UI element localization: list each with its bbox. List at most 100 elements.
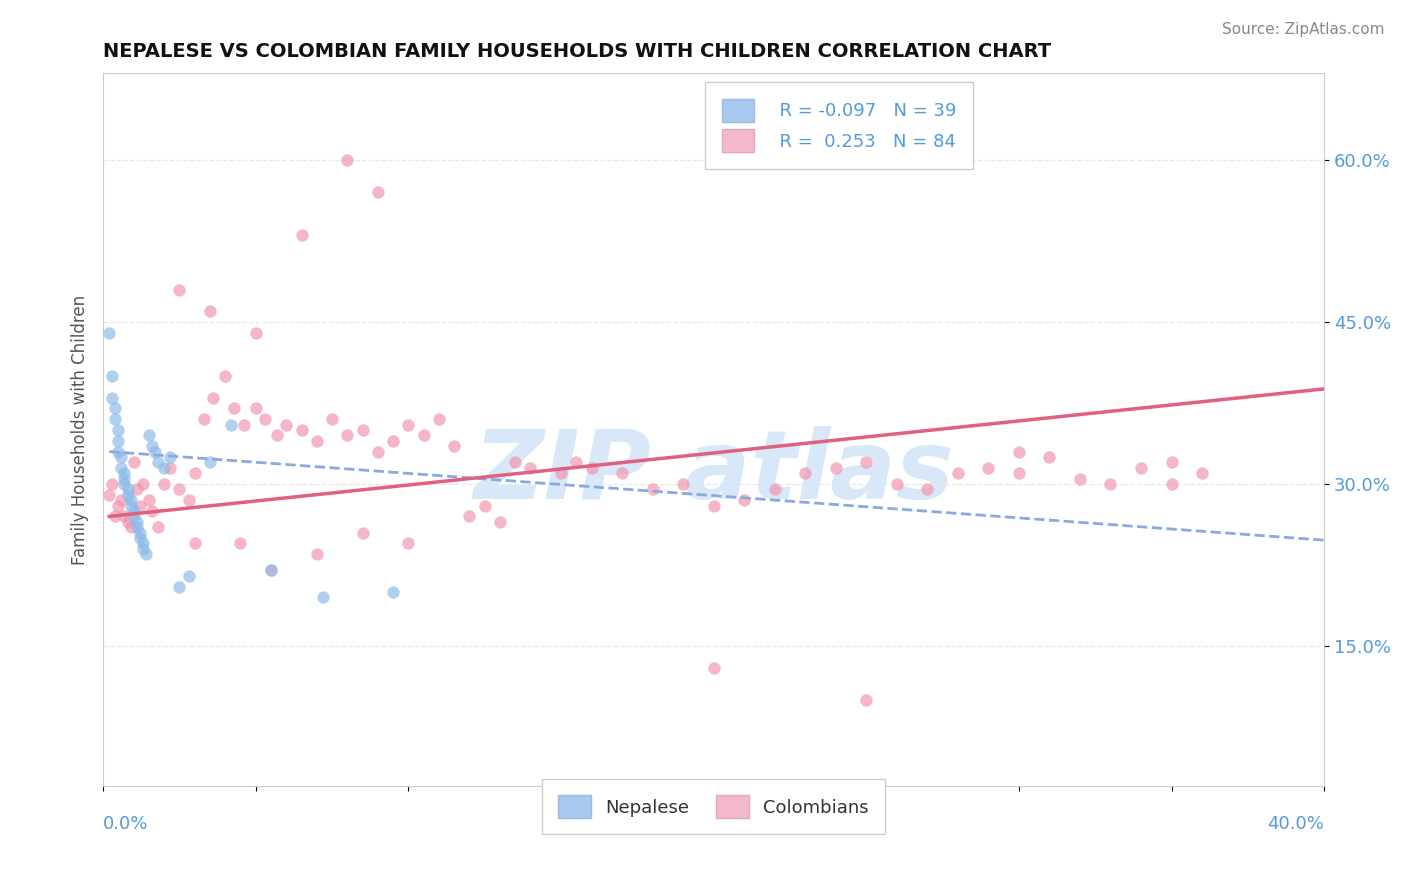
Point [382,434,405,448]
Point [128,531,150,545]
Point [367,444,389,458]
Point [107,444,129,458]
Text: 0.0%: 0.0% [103,815,149,833]
Point [104,509,127,524]
Point [135,547,157,561]
Point [565,455,588,469]
Point [110,450,132,464]
Point [474,499,496,513]
Point [336,153,359,167]
Point [1160,455,1182,469]
Point [120,493,142,508]
Point [132,541,155,556]
Point [202,391,225,405]
Y-axis label: Family Households with Children: Family Households with Children [72,295,89,565]
Point [98,488,121,502]
Point [1099,477,1122,491]
Point [159,460,181,475]
Point [412,428,434,442]
Point [305,434,328,448]
Point [117,483,139,497]
Point [336,428,359,442]
Point [114,477,136,491]
Point [352,525,374,540]
Point [104,412,127,426]
Point [396,536,419,550]
Point [224,401,246,416]
Point [101,391,124,405]
Point [260,563,283,577]
Point [132,477,155,491]
Point [245,326,267,340]
Point [117,515,139,529]
Point [1069,472,1091,486]
Point [132,536,155,550]
Point [977,460,1000,475]
Point [1130,460,1153,475]
Legend: Nepalese, Colombians: Nepalese, Colombians [543,779,886,835]
Point [107,423,129,437]
Point [352,423,374,437]
Point [125,515,148,529]
Point [122,509,145,524]
Point [114,472,136,486]
Point [1160,477,1182,491]
Point [672,477,695,491]
Point [183,536,205,550]
Point [159,450,181,464]
Point [703,499,725,513]
Point [107,499,129,513]
Point [141,504,163,518]
Point [1191,466,1213,480]
Point [427,412,450,426]
Point [581,460,603,475]
Point [260,563,283,577]
Point [177,493,200,508]
Point [245,401,267,416]
Point [110,460,132,475]
Point [794,466,817,480]
Point [763,483,786,497]
Text: NEPALESE VS COLOMBIAN FAMILY HOUSEHOLDS WITH CHILDREN CORRELATION CHART: NEPALESE VS COLOMBIAN FAMILY HOUSEHOLDS … [103,42,1052,61]
Point [153,460,176,475]
Point [917,483,939,497]
Point [138,428,160,442]
Point [382,585,405,599]
Point [110,493,132,508]
Point [641,483,664,497]
Point [183,466,205,480]
Point [117,488,139,502]
Text: Source: ZipAtlas.com: Source: ZipAtlas.com [1222,22,1385,37]
Point [458,509,481,524]
Text: 40.0%: 40.0% [1267,815,1324,833]
Point [733,493,755,508]
Point [1038,450,1060,464]
Point [169,580,191,594]
Point [101,368,124,383]
Point [946,466,969,480]
Point [703,660,725,674]
Point [489,515,512,529]
Point [114,466,136,480]
Point [146,520,169,534]
Point [232,417,254,432]
Point [1008,444,1031,458]
Point [104,401,127,416]
Point [114,509,136,524]
Point [146,455,169,469]
Point [107,434,129,448]
Point [367,186,389,200]
Text: ZIP atlas: ZIP atlas [474,426,955,519]
Point [153,477,176,491]
Point [266,428,288,442]
Point [503,455,526,469]
Point [253,412,276,426]
Point [198,455,221,469]
Point [122,455,145,469]
Point [824,460,846,475]
Point [128,499,150,513]
Point [290,228,312,243]
Point [169,283,191,297]
Point [177,569,200,583]
Point [321,412,343,426]
